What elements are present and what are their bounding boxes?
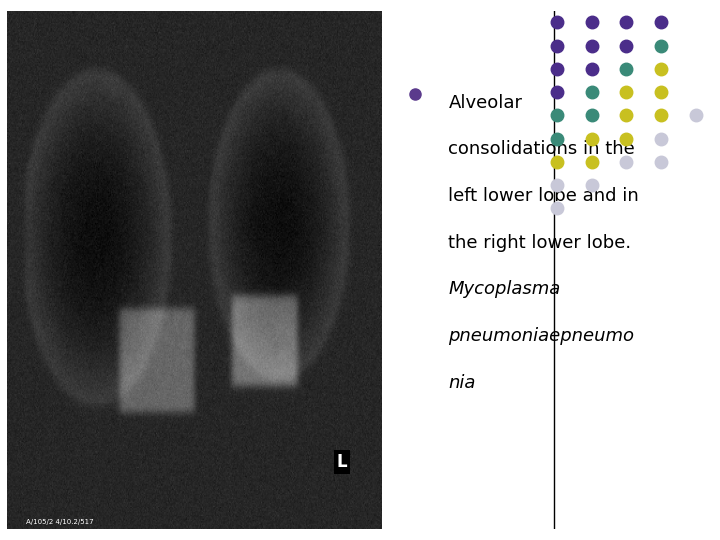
Text: left lower lobe and in: left lower lobe and in [449,187,639,205]
Text: Mycoplasma: Mycoplasma [449,280,561,299]
Text: L: L [337,453,347,471]
Text: the right lower lobe.: the right lower lobe. [449,234,631,252]
Text: Alveolar: Alveolar [449,94,523,112]
Text: consolidations in the: consolidations in the [449,140,635,158]
Text: A/105/2 4/10.2/517: A/105/2 4/10.2/517 [26,519,94,525]
Text: pneumoniaepneumo: pneumoniaepneumo [449,327,634,345]
Text: nia: nia [449,374,476,391]
